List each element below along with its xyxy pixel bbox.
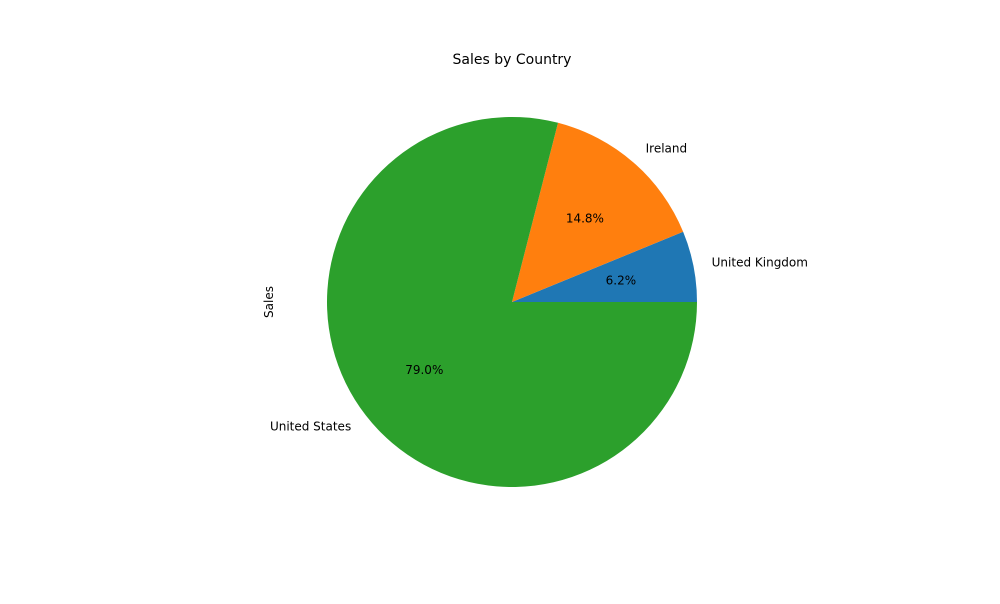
slice-label-united-kingdom: United Kingdom (712, 256, 808, 270)
chart-title: Sales by Country (453, 52, 572, 68)
slice-percent-united-kingdom: 6.2% (606, 274, 637, 288)
slice-label-united-states: United States (270, 420, 351, 434)
slice-percent-ireland: 14.8% (566, 211, 604, 225)
pie-slice-ireland (512, 122, 684, 302)
pie-slice-united-states (327, 117, 697, 488)
pie-slices (327, 117, 697, 488)
pie-slice-united-kingdom (512, 231, 697, 302)
slice-percent-united-states: 79.0% (405, 363, 443, 377)
pie-labels: United Kingdom 6.2% Ireland 14.8% United Sta… (270, 142, 808, 434)
y-axis-label: Sales (262, 286, 276, 318)
slice-label-ireland: Ireland (646, 142, 688, 156)
